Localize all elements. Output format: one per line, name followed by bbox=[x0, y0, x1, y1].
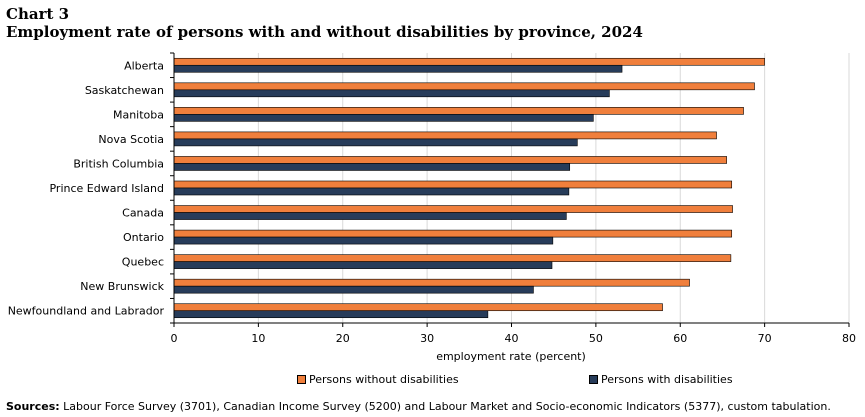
sources-text: Labour Force Survey (3701), Canadian Inc… bbox=[63, 400, 831, 413]
bar bbox=[173, 138, 578, 147]
sources-label: Sources: bbox=[6, 400, 60, 413]
x-tick-label: 40 bbox=[505, 332, 519, 345]
x-tick-label: 70 bbox=[758, 332, 772, 345]
category-label: Manitoba bbox=[113, 108, 164, 121]
category-label: Saskatchewan bbox=[85, 84, 164, 97]
legend: Persons without disabilities Persons wit… bbox=[0, 373, 865, 389]
bar bbox=[173, 229, 733, 238]
category-label: Canada bbox=[122, 207, 164, 220]
category-label: New Brunswick bbox=[80, 280, 164, 293]
sources-note: Sources: Labour Force Survey (3701), Can… bbox=[6, 400, 831, 413]
bar bbox=[173, 205, 733, 213]
bar bbox=[173, 212, 567, 220]
chart-number: Chart 3 bbox=[6, 5, 70, 23]
bar bbox=[173, 278, 690, 287]
legend-swatch-without-disabilities bbox=[297, 375, 306, 384]
bar bbox=[173, 310, 489, 319]
bar bbox=[173, 163, 571, 171]
legend-item-without-disabilities: Persons without disabilities bbox=[297, 373, 459, 386]
x-axis-label: employment rate (percent) bbox=[436, 350, 586, 363]
bar bbox=[173, 57, 765, 66]
bar bbox=[173, 64, 623, 73]
category-label: Newfoundland and Labrador bbox=[8, 305, 165, 318]
x-tick-label: 60 bbox=[673, 332, 687, 345]
bar bbox=[173, 254, 732, 262]
legend-label-without-disabilities: Persons without disabilities bbox=[309, 373, 459, 386]
category-label: Ontario bbox=[123, 231, 164, 244]
category-label: Quebec bbox=[122, 256, 164, 269]
category-label: British Columbia bbox=[73, 157, 164, 170]
x-tick-label: 50 bbox=[589, 332, 603, 345]
gridlines bbox=[257, 53, 850, 323]
bar bbox=[173, 236, 554, 245]
category-label: Prince Edward Island bbox=[49, 182, 164, 195]
category-label: Alberta bbox=[124, 59, 164, 72]
legend-swatch-with-disabilities bbox=[589, 375, 598, 384]
legend-item-with-disabilities: Persons with disabilities bbox=[589, 373, 733, 386]
x-tick-label: 0 bbox=[171, 332, 178, 345]
bar bbox=[173, 261, 553, 269]
legend-label-with-disabilities: Persons with disabilities bbox=[601, 373, 733, 386]
chart-title: Employment rate of persons with and with… bbox=[6, 23, 643, 41]
bar bbox=[173, 285, 534, 294]
bar bbox=[173, 180, 733, 189]
axes: 0 10 20 30 40 50 60 70 80 Alberta Saskatchewan Mani… bbox=[8, 52, 856, 345]
category-label: Nova Scotia bbox=[98, 133, 164, 146]
bar bbox=[173, 107, 744, 115]
x-tick-label: 80 bbox=[842, 332, 856, 345]
bar bbox=[173, 89, 610, 98]
x-tick-label: 20 bbox=[336, 332, 350, 345]
bar bbox=[173, 187, 570, 196]
x-tick-label: 10 bbox=[251, 332, 265, 345]
bar bbox=[173, 303, 663, 312]
bar bbox=[173, 114, 594, 122]
bar bbox=[173, 82, 755, 91]
bar bbox=[173, 156, 727, 164]
bar bbox=[173, 131, 717, 140]
bars bbox=[173, 57, 765, 319]
x-tick-label: 30 bbox=[420, 332, 434, 345]
